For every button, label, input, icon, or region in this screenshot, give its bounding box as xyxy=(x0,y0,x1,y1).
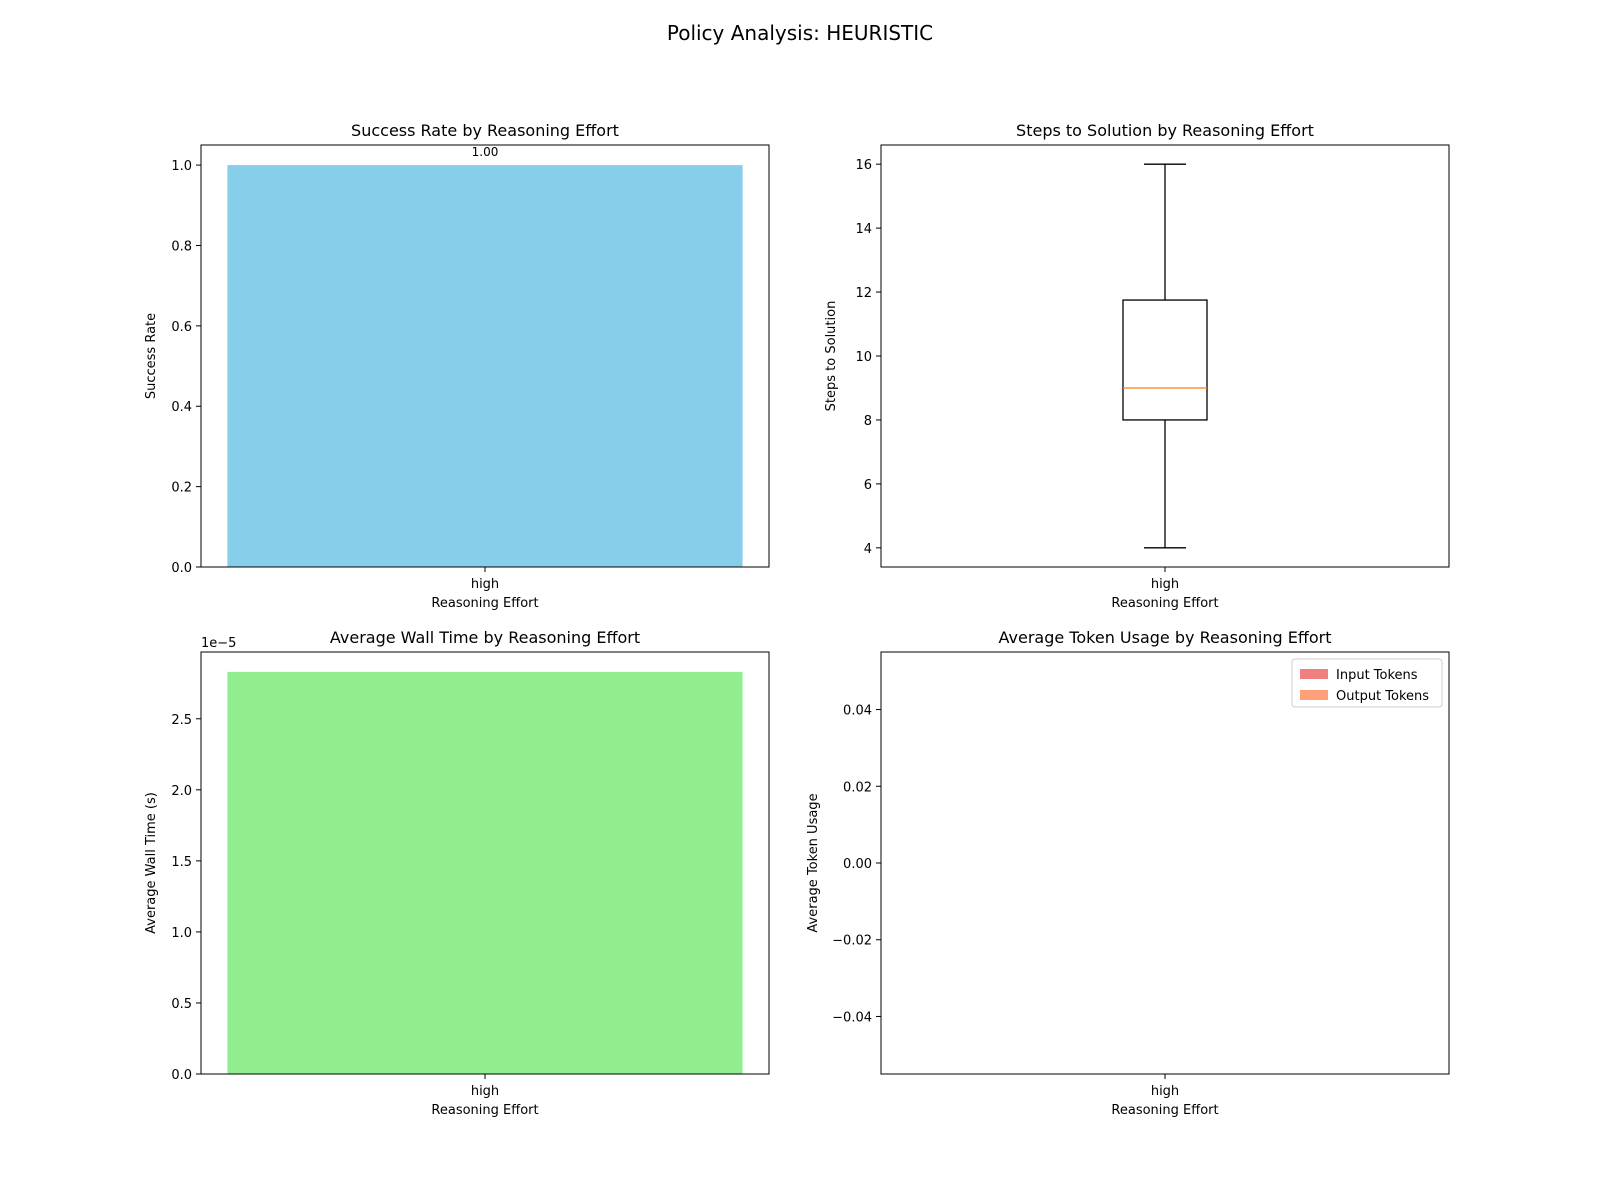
x-axis-label: Reasoning Effort xyxy=(1111,1103,1218,1118)
y-tick-label: 14 xyxy=(855,222,872,237)
y-tick-label: 0.5 xyxy=(171,997,192,1012)
y-tick-label: 6 xyxy=(864,478,872,493)
legend-box xyxy=(1291,658,1443,708)
y-tick-label: 0.00 xyxy=(843,857,872,872)
y-axis-label: Steps to Solution xyxy=(824,301,839,412)
x-tick-label: high xyxy=(1151,577,1179,592)
x-tick-label: high xyxy=(1151,1084,1179,1099)
y-tick-label: 1.5 xyxy=(171,855,192,870)
subplot-title: Average Token Usage by Reasoning Effort xyxy=(999,628,1332,647)
box-iqr xyxy=(1122,299,1208,421)
y-tick-label: 4 xyxy=(864,542,872,557)
legend-label: Output Tokens xyxy=(1336,689,1429,704)
bar-value-label: 1.00 xyxy=(472,145,499,159)
subplot-title: Steps to Solution by Reasoning Effort xyxy=(1016,121,1314,140)
y-tick-label: 0.4 xyxy=(171,400,192,415)
y-tick-label: 0.8 xyxy=(171,239,192,254)
y-tick-label: 0.0 xyxy=(171,1068,192,1083)
y-tick-label: 2.0 xyxy=(171,784,192,799)
y-tick-label: 0.04 xyxy=(843,704,872,719)
subplot-steps-to-solution: 4 6 8 10 12 14 16 high Reasoning Effort Steps to … xyxy=(824,121,1450,611)
y-tick-label: −0.04 xyxy=(832,1010,872,1025)
legend-swatch-output-tokens xyxy=(1300,690,1328,700)
figure-suptitle: Policy Analysis: HEURISTIC xyxy=(667,21,933,45)
bar-high xyxy=(227,165,743,567)
y-tick-label: −0.02 xyxy=(832,934,872,949)
subplot-title: Average Wall Time by Reasoning Effort xyxy=(330,628,640,647)
subplot-average-token-usage: −0.04 −0.02 0.00 0.02 0.04 high Reasoning Effo… xyxy=(806,628,1450,1118)
y-tick-label: 0.0 xyxy=(171,561,192,576)
x-axis-label: Reasoning Effort xyxy=(431,596,538,611)
legend-swatch-input-tokens xyxy=(1300,669,1328,679)
axes-frame xyxy=(880,651,1450,1075)
legend-label: Input Tokens xyxy=(1336,668,1418,683)
y-tick-label: 1.0 xyxy=(171,926,192,941)
subplot-success-rate: 1.00 0.0 0.2 0.4 0.6 0.8 1.0 high Reasoning Effo… xyxy=(144,121,770,611)
y-tick-label: 0.2 xyxy=(171,481,192,496)
x-axis-label: Reasoning Effort xyxy=(1111,596,1218,611)
y-tick-label: 2.5 xyxy=(171,713,192,728)
y-tick-label: 12 xyxy=(855,286,872,301)
x-axis-label: Reasoning Effort xyxy=(431,1103,538,1118)
y-tick-label: 0.02 xyxy=(843,780,872,795)
y-axis-label: Success Rate xyxy=(144,313,159,399)
y-tick-label: 10 xyxy=(855,350,872,365)
y-tick-label: 1.0 xyxy=(171,159,192,174)
y-axis-label: Average Wall Time (s) xyxy=(144,792,159,934)
y-tick-label: 8 xyxy=(864,414,872,429)
y-axis-label: Average Token Usage xyxy=(806,793,821,932)
bar-high xyxy=(227,671,743,1074)
subplot-title: Success Rate by Reasoning Effort xyxy=(351,121,619,140)
y-offset-text: 1e−5 xyxy=(201,636,236,651)
y-tick-label: 16 xyxy=(855,158,872,173)
x-tick-label: high xyxy=(471,577,499,592)
y-tick-label: 0.6 xyxy=(171,320,192,335)
subplot-average-wall-time: 0.0 0.5 1.0 1.5 2.0 2.5 high Reasoning Effort Av… xyxy=(144,628,770,1118)
x-tick-label: high xyxy=(471,1084,499,1099)
